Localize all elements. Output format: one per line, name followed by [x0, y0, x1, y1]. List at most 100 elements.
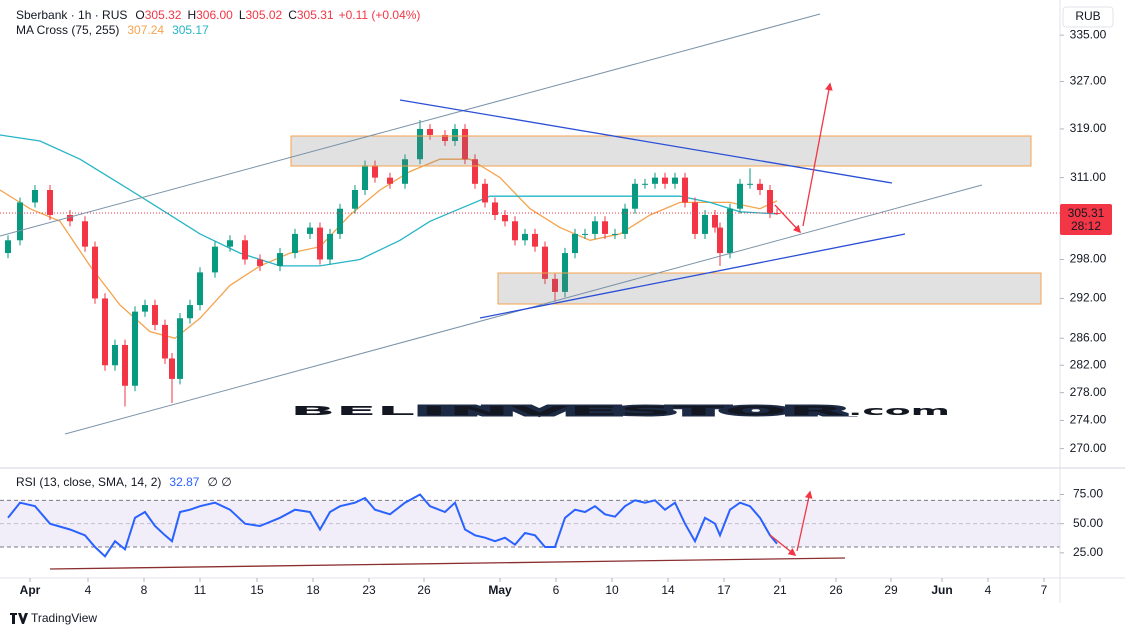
countdown: 28:12 — [1071, 219, 1101, 233]
candle-body — [327, 233, 333, 260]
y-tick-label: 335.00 — [1070, 27, 1107, 41]
rsi-legend: RSI (13, close, SMA, 14, 2) 32.87 ∅ ∅ — [16, 475, 232, 489]
currency-button[interactable] — [1062, 6, 1114, 28]
candle-body — [227, 240, 233, 247]
candle-body — [402, 159, 408, 184]
candle-body — [602, 221, 608, 234]
candle-body — [767, 189, 773, 213]
footer: TradingView — [10, 611, 97, 625]
candle-body — [712, 214, 718, 228]
x-tick-label: 4 — [85, 583, 92, 597]
axes: 335.00 327.00 319.00 311.00 298.00 292.00 286.… — [20, 27, 1112, 597]
arrow — [774, 204, 802, 234]
candle-body — [592, 221, 598, 234]
change: +0.11 (+0.04%) — [339, 8, 421, 22]
x-tick-label: Jun — [931, 583, 952, 597]
y-tick-label: 327.00 — [1070, 74, 1107, 88]
candle-body — [47, 189, 53, 215]
y-tick-label: 278.00 — [1070, 385, 1107, 399]
candle-body — [542, 246, 548, 279]
quote-value: 305.31 — [297, 8, 334, 22]
quote-legend: Sberbank · 1h · RUS O305.32 H306.00 L305.02… — [16, 8, 420, 22]
candle-body — [5, 240, 11, 254]
candle-body — [32, 189, 38, 203]
indicator-flags: ∅ ∅ — [207, 475, 231, 489]
candle-body — [512, 221, 518, 241]
candle-body — [737, 183, 743, 209]
candle-body — [362, 165, 368, 190]
x-tick-label: 6 — [553, 583, 560, 597]
candle-body — [562, 253, 568, 292]
candle-body — [152, 305, 158, 325]
candle-body — [277, 253, 283, 266]
candle-body — [442, 134, 448, 142]
candle-body — [132, 311, 138, 386]
arrow — [769, 534, 797, 556]
indicator-value: 32.87 — [169, 475, 199, 489]
watermark: BEL INVESTOR .com — [289, 403, 952, 420]
candle-body — [17, 202, 23, 241]
candle-body — [552, 278, 558, 292]
candle-body — [502, 214, 508, 222]
trend-line — [399, 99, 893, 184]
candle-body — [482, 183, 488, 203]
candle-body — [292, 233, 298, 254]
support-zone — [497, 272, 1042, 305]
candle-body — [717, 227, 723, 254]
indicator-name: RSI (13, close, SMA, 14, 2) — [16, 475, 161, 489]
candle-body — [522, 233, 528, 241]
y-tick-label: 298.00 — [1070, 252, 1107, 266]
rsi-line — [7, 493, 778, 558]
candle-body — [582, 233, 588, 235]
candle-body — [177, 318, 183, 379]
moving-average — [0, 134, 778, 267]
candle-body — [612, 233, 618, 235]
x-tick-label: Apr — [20, 583, 41, 597]
symbol: Sberbank · 1h · RUS — [16, 8, 127, 22]
y-tick-label: 25.00 — [1073, 545, 1103, 559]
candle-body — [622, 208, 628, 234]
channel-line — [0, 13, 821, 237]
indicator-name: MA Cross (75, 255) — [16, 23, 119, 37]
y-tick-label: 50.00 — [1073, 516, 1103, 530]
candle-body — [757, 183, 763, 190]
y-tick-label: 270.00 — [1070, 441, 1107, 455]
drawings — [0, 13, 1042, 570]
candle-body — [82, 221, 88, 247]
candle-body — [307, 227, 313, 234]
y-tick-label: 274.00 — [1070, 413, 1107, 427]
last-price-label: 305.31 — [1068, 206, 1105, 220]
candle-body — [572, 233, 578, 254]
candle-body — [122, 344, 128, 386]
candle-body — [67, 214, 73, 222]
candle-body — [472, 159, 478, 184]
candle-body — [372, 165, 378, 178]
watermark-part: INVESTOR — [420, 404, 845, 418]
candle-body — [492, 202, 498, 215]
candle-body — [727, 208, 733, 254]
candle-body — [747, 183, 753, 185]
candle-body — [387, 177, 393, 184]
quote-label: O — [135, 8, 144, 22]
x-tick-label: 10 — [605, 583, 619, 597]
currency[interactable]: RUB — [1075, 9, 1100, 23]
candle-body — [652, 177, 658, 184]
candle-body — [532, 233, 538, 247]
candle-body — [417, 128, 423, 160]
y-tick-label: 282.00 — [1070, 357, 1107, 371]
candle-body — [672, 177, 678, 184]
x-tick-label: 23 — [362, 583, 376, 597]
logo — [10, 613, 28, 624]
candle-body — [462, 128, 468, 160]
candle-body — [452, 128, 458, 142]
x-tick-label: 29 — [884, 583, 898, 597]
y-tick-label: 75.00 — [1073, 487, 1103, 501]
candle-body — [632, 183, 638, 209]
candle-body — [197, 272, 203, 306]
candle-body — [352, 189, 358, 209]
y-tick-label: 311.00 — [1070, 170, 1106, 184]
candle-body — [427, 128, 433, 135]
ma-legend: MA Cross (75, 255) 307.24 305.17 — [16, 23, 209, 37]
